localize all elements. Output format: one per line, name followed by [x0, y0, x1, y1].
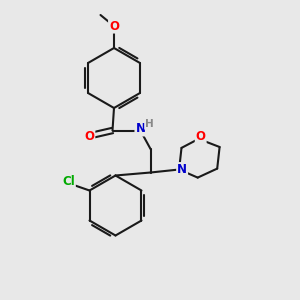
- Text: N: N: [135, 122, 146, 136]
- Text: H: H: [145, 119, 154, 129]
- Text: O: O: [109, 20, 119, 33]
- Text: N: N: [177, 163, 187, 176]
- Text: Cl: Cl: [62, 175, 75, 188]
- Text: O: O: [84, 130, 94, 143]
- Text: O: O: [196, 130, 206, 143]
